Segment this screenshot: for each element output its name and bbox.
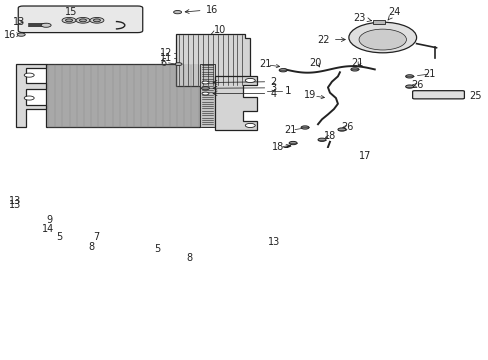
Text: 16: 16 [185,5,217,15]
Text: 13: 13 [9,196,21,206]
Text: 25: 25 [468,91,481,100]
Text: 8: 8 [88,242,94,252]
Circle shape [24,96,34,100]
Circle shape [317,138,325,141]
Text: 22: 22 [317,35,345,45]
Circle shape [65,19,72,22]
Text: 12: 12 [160,48,172,58]
Circle shape [80,19,86,22]
Text: 26: 26 [410,80,423,90]
Text: 7: 7 [93,232,99,242]
FancyBboxPatch shape [169,253,209,262]
Polygon shape [175,34,250,86]
FancyBboxPatch shape [18,6,142,33]
Circle shape [201,87,209,90]
Text: 15: 15 [65,7,77,17]
Bar [200,64,215,127]
Circle shape [301,126,308,129]
Text: 5: 5 [154,244,161,255]
Ellipse shape [358,29,406,50]
Text: 3: 3 [213,83,276,93]
Text: 4: 4 [213,89,276,99]
Text: 18: 18 [323,131,335,141]
Circle shape [350,68,358,71]
Bar [372,19,384,24]
Circle shape [202,92,208,95]
Circle shape [166,248,174,252]
Text: 9: 9 [46,215,52,225]
Text: 24: 24 [387,7,400,20]
Text: 11: 11 [160,53,172,63]
Circle shape [405,85,413,88]
Text: 26: 26 [341,122,353,132]
Circle shape [67,236,75,239]
Circle shape [41,23,51,27]
Text: 23: 23 [353,13,371,23]
Text: 5: 5 [56,232,62,242]
Circle shape [173,10,181,14]
FancyBboxPatch shape [73,242,110,251]
Text: 13: 13 [13,17,25,27]
Text: 6: 6 [160,58,166,68]
Bar [46,64,200,127]
Text: 21: 21 [351,58,363,68]
Text: 13: 13 [267,237,280,247]
Text: 1: 1 [285,86,291,96]
Circle shape [56,226,62,229]
Text: 21: 21 [423,68,435,78]
Circle shape [288,141,297,145]
Text: 18: 18 [271,142,284,152]
Text: 21: 21 [284,125,296,135]
Circle shape [202,81,208,84]
Circle shape [52,220,60,223]
Circle shape [90,18,103,23]
Circle shape [62,18,76,23]
Circle shape [337,128,345,131]
Circle shape [175,63,182,66]
Circle shape [405,75,413,78]
Text: 2: 2 [213,77,276,87]
Text: 10: 10 [211,25,226,35]
Text: 13: 13 [9,200,21,210]
Circle shape [279,69,286,72]
Circle shape [76,18,90,23]
FancyBboxPatch shape [412,91,464,99]
Text: 19: 19 [304,90,316,100]
Polygon shape [16,64,46,127]
Ellipse shape [348,22,416,53]
Text: 20: 20 [308,58,321,68]
Circle shape [17,33,25,36]
Text: 17: 17 [358,151,370,161]
Text: 21: 21 [259,59,271,69]
Text: 8: 8 [186,253,192,262]
Circle shape [24,73,34,77]
Circle shape [245,78,255,82]
Circle shape [93,19,100,22]
Text: 14: 14 [42,224,54,234]
Circle shape [245,123,255,127]
Circle shape [67,238,71,239]
Text: 14: 14 [0,359,1,360]
Text: 16: 16 [4,30,16,40]
Polygon shape [215,76,257,130]
